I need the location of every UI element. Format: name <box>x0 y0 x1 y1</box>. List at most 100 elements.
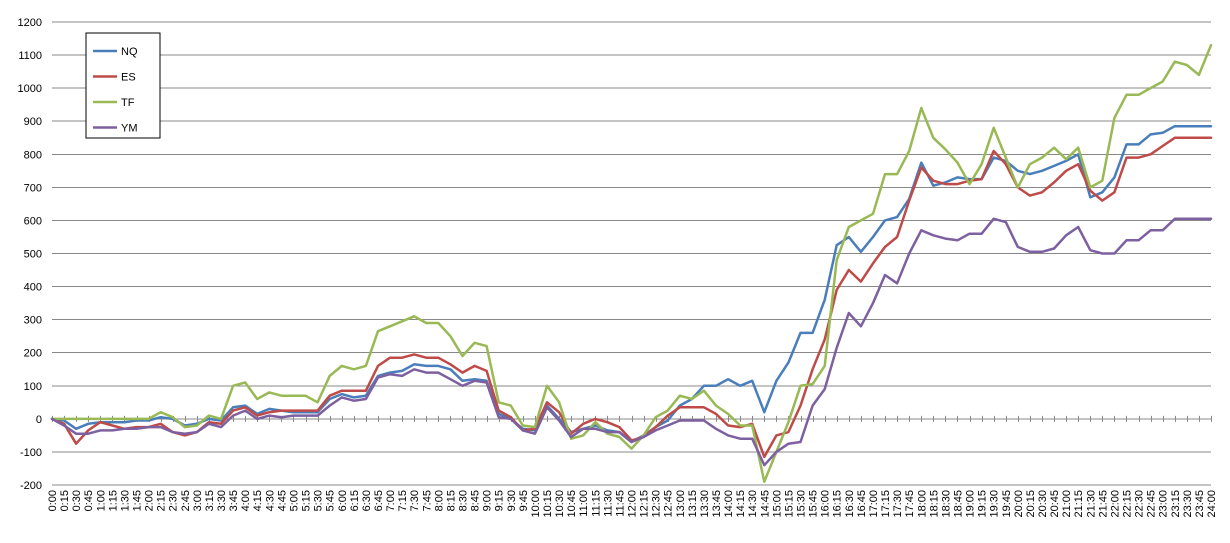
x-tick-label: 17:15 <box>880 490 892 518</box>
y-tick-label: 900 <box>24 116 42 128</box>
x-tick-label: 10:30 <box>554 490 566 518</box>
x-tick-label: 11:45 <box>614 490 626 517</box>
x-tick-label: 20:45 <box>1049 490 1061 518</box>
x-tick-label: 15:15 <box>783 490 795 518</box>
x-tick-label: 4:30 <box>264 490 276 511</box>
x-tick-label: 21:00 <box>1061 490 1073 518</box>
x-tick-label: 16:15 <box>832 490 844 518</box>
x-tick-label: 20:15 <box>1025 490 1037 518</box>
y-tick-label: 1100 <box>18 50 42 62</box>
x-tick-label: 11:30 <box>602 490 614 517</box>
x-tick-label: 23:45 <box>1194 490 1206 518</box>
x-tick-label: 10:15 <box>542 490 554 518</box>
y-tick-label: -200 <box>20 480 42 492</box>
x-tick-label: 14:00 <box>723 490 735 518</box>
x-tick-label: 21:15 <box>1073 490 1085 518</box>
legend-label-tf: TF <box>121 97 135 109</box>
y-tick-label: 700 <box>24 182 42 194</box>
x-tick-label: 18:45 <box>952 490 964 518</box>
x-tick-label: 12:45 <box>663 490 675 518</box>
y-tick-label: 300 <box>24 315 42 327</box>
x-tick-label: 9:30 <box>506 490 518 511</box>
x-tick-label: 8:45 <box>470 490 482 511</box>
series-line-tf <box>50 43 1213 483</box>
x-tick-label: 13:00 <box>675 490 687 518</box>
x-tick-label: 8:15 <box>445 490 457 511</box>
x-tick-label: 2:30 <box>168 490 180 511</box>
x-tick-label: 6:15 <box>349 490 361 511</box>
series-line-ym <box>50 217 1213 467</box>
gridlines <box>52 21 1211 486</box>
x-tick-label: 10:45 <box>566 490 578 518</box>
y-tick-label: 400 <box>24 282 42 294</box>
x-tick-label: 23:00 <box>1158 490 1170 518</box>
x-tick-label: 0:45 <box>83 490 95 511</box>
x-tick-label: 2:00 <box>144 490 156 511</box>
y-tick-label: 100 <box>24 381 42 393</box>
x-tick-label: 15:45 <box>808 490 820 518</box>
x-tick-label: 13:15 <box>687 490 699 518</box>
x-tick-label: 5:30 <box>313 490 325 511</box>
x-tick-label: 7:00 <box>385 490 397 511</box>
x-tick-label: 12:30 <box>651 490 663 518</box>
x-tick-label: 22:00 <box>1109 490 1121 518</box>
x-tick-label: 4:45 <box>276 490 288 511</box>
x-tick-label: 16:00 <box>820 490 832 518</box>
x-tick-label: 11:15 <box>590 490 602 517</box>
x-tick-label: 9:00 <box>482 490 494 511</box>
x-tick-label: 14:45 <box>759 490 771 518</box>
y-tick-label: 500 <box>24 249 42 261</box>
x-tick-label: 1:30 <box>119 490 131 511</box>
x-tick-label: 21:30 <box>1085 490 1097 518</box>
x-tick-label: 22:45 <box>1146 490 1158 518</box>
x-tick-label: 11:00 <box>578 490 590 517</box>
x-tick-label: 7:30 <box>409 490 421 511</box>
x-tick-label: 5:45 <box>325 490 337 511</box>
x-tick-label: 20:30 <box>1037 490 1049 518</box>
legend-label-ym: YM <box>121 123 138 135</box>
x-tick-label: 17:30 <box>892 490 904 518</box>
x-tick-label: 13:45 <box>711 490 723 518</box>
x-axis <box>52 415 1212 422</box>
x-tick-label: 19:15 <box>977 490 989 518</box>
x-tick-label: 14:15 <box>735 490 747 518</box>
y-tick-label: 800 <box>24 149 42 161</box>
x-tick-label: 15:30 <box>796 490 808 518</box>
x-tick-label: 7:15 <box>397 490 409 511</box>
x-tick-label: 3:00 <box>192 490 204 511</box>
x-tick-label: 15:00 <box>771 490 783 518</box>
x-tick-label: 20:00 <box>1013 490 1025 518</box>
x-tick-label: 2:45 <box>180 490 192 511</box>
legend-label-es: ES <box>121 72 136 84</box>
legend: NQ ES TF YM <box>85 32 161 139</box>
x-tick-label: 19:45 <box>1001 490 1013 518</box>
series-line-nq <box>50 124 1213 444</box>
x-tick-label: 18:30 <box>940 490 952 518</box>
y-tick-label: 1200 <box>18 17 42 29</box>
x-tick-label: 1:15 <box>107 490 119 511</box>
x-tick-label: 24:00 <box>1206 490 1218 518</box>
x-tick-label: 6:00 <box>337 490 349 511</box>
x-tick-label: 18:15 <box>928 490 940 518</box>
series-lines <box>50 43 1213 483</box>
x-tick-label: 3:30 <box>216 490 228 511</box>
x-tick-label: 22:30 <box>1134 490 1146 518</box>
x-tick-label: 10:00 <box>530 490 542 518</box>
y-tick-label: 0 <box>36 414 42 426</box>
y-tick-label: -100 <box>20 447 42 459</box>
x-tick-label: 17:45 <box>904 490 916 518</box>
x-tick-label: 19:00 <box>965 490 977 518</box>
x-tick-label: 22:15 <box>1121 490 1133 518</box>
x-tick-label: 12:15 <box>639 490 651 518</box>
x-tick-label: 16:45 <box>856 490 868 518</box>
x-tick-label: 0:30 <box>71 490 83 511</box>
x-tick-label: 21:45 <box>1097 490 1109 518</box>
x-tick-label: 3:45 <box>228 490 240 511</box>
x-tick-label: 23:30 <box>1182 490 1194 518</box>
x-tick-label: 23:15 <box>1170 490 1182 518</box>
x-tick-label: 8:00 <box>433 490 445 511</box>
x-tick-label: 0:15 <box>59 490 71 511</box>
y-tick-label: 600 <box>24 215 42 227</box>
x-tick-label: 6:30 <box>361 490 373 511</box>
